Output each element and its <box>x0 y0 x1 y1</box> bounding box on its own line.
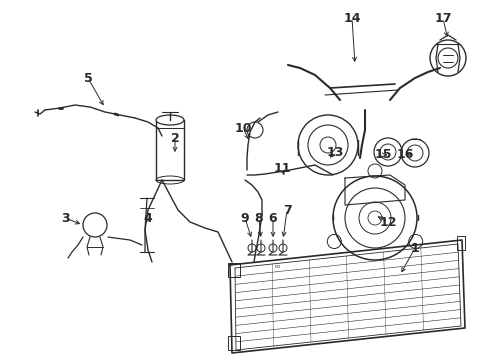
Bar <box>228 263 240 277</box>
Text: 1: 1 <box>411 242 419 255</box>
Text: 9: 9 <box>241 211 249 225</box>
Text: 4: 4 <box>144 211 152 225</box>
Bar <box>457 236 465 250</box>
Text: 10: 10 <box>234 122 252 135</box>
Text: 7: 7 <box>283 203 292 216</box>
Text: 16: 16 <box>396 148 414 162</box>
Text: 3: 3 <box>61 211 69 225</box>
Text: 14: 14 <box>343 12 361 24</box>
Text: 17: 17 <box>434 12 452 24</box>
Text: 2: 2 <box>171 131 179 144</box>
Text: 11: 11 <box>273 162 291 175</box>
Text: 5: 5 <box>84 72 93 85</box>
Text: 15: 15 <box>374 148 392 162</box>
Text: 8: 8 <box>255 211 263 225</box>
Text: 13: 13 <box>326 145 343 158</box>
Bar <box>156 120 184 180</box>
Text: 6: 6 <box>269 211 277 225</box>
Ellipse shape <box>156 115 184 125</box>
Text: oo: oo <box>275 265 281 270</box>
Bar <box>228 336 240 350</box>
Text: 12: 12 <box>379 216 397 229</box>
